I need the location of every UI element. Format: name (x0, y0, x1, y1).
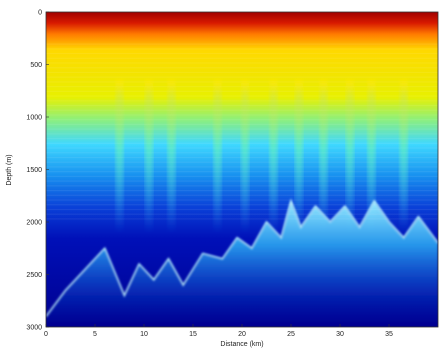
stripe (46, 109, 438, 111)
stripe (46, 180, 438, 182)
y-axis-label: Depth (m) (6, 154, 13, 185)
stripe (46, 199, 438, 201)
bottom-echo-line (46, 198, 438, 317)
x-axis: 0 5 10 15 20 25 30 35 (44, 324, 393, 338)
stripe (46, 67, 438, 69)
stripe (46, 43, 438, 45)
stripe (46, 175, 438, 177)
plume-7 (294, 80, 303, 233)
stripe (46, 57, 438, 59)
stripe (46, 62, 438, 64)
bottom-echo-fill (46, 201, 438, 327)
stripe (46, 161, 438, 163)
stripe (46, 81, 438, 83)
stripe (46, 52, 438, 55)
stripe (46, 86, 438, 88)
stripe (46, 147, 438, 149)
stripe (46, 90, 438, 92)
x-tick-label: 20 (238, 331, 246, 338)
plume-1 (115, 80, 124, 233)
stripe (46, 76, 438, 78)
plume-5 (240, 80, 249, 233)
plume-layer (115, 80, 408, 233)
stripe (46, 152, 438, 154)
y-tick-label: 1500 (26, 167, 42, 174)
x-tick-label: 5 (93, 331, 97, 338)
stripe (46, 100, 438, 102)
y-tick-label: 3000 (26, 325, 42, 332)
plume-8 (319, 80, 328, 233)
horizontal-stripe-layer (46, 43, 438, 220)
stripe (46, 48, 438, 50)
stripe (46, 194, 438, 196)
plume-3 (167, 80, 176, 233)
stripe (46, 208, 438, 211)
plume-10 (367, 80, 376, 233)
stripe (46, 114, 438, 116)
stripe (46, 119, 438, 121)
heatmap-plot-area (46, 12, 438, 327)
stripe (46, 123, 438, 126)
stripe (46, 185, 438, 187)
x-tick-label: 0 (44, 331, 48, 338)
plume-9 (345, 80, 354, 233)
y-axis: 0 500 1000 1500 2000 2500 3000 (26, 10, 49, 332)
stripe (46, 138, 438, 140)
y-tick-label: 0 (38, 10, 42, 17)
x-tick-label: 10 (140, 331, 148, 338)
bottom-echo-layer (46, 198, 438, 327)
stripe (46, 104, 438, 107)
y-tick-label: 2000 (26, 220, 42, 227)
plume-6 (269, 80, 278, 233)
stripe (46, 218, 438, 220)
stripe (46, 189, 438, 192)
x-tick-label: 30 (336, 331, 344, 338)
stripe (46, 95, 438, 97)
stripe (46, 142, 438, 144)
y-tick-label: 500 (30, 62, 42, 69)
stripe (46, 71, 438, 74)
x-tick-label: 25 (287, 331, 295, 338)
stripe (46, 204, 438, 206)
stripe (46, 213, 438, 215)
stripe (46, 128, 438, 130)
plume-11 (399, 80, 408, 233)
plume-2 (144, 80, 153, 233)
y-tick-label: 1000 (26, 115, 42, 122)
x-axis-label: Distance (km) (220, 341, 263, 348)
x-tick-label: 15 (189, 331, 197, 338)
stripe (46, 156, 438, 159)
stripe (46, 171, 438, 173)
y-tick-label: 2500 (26, 272, 42, 279)
x-tick-label: 35 (385, 331, 393, 338)
plume-4 (213, 80, 222, 233)
stripe (46, 166, 438, 168)
stripe (46, 133, 438, 135)
